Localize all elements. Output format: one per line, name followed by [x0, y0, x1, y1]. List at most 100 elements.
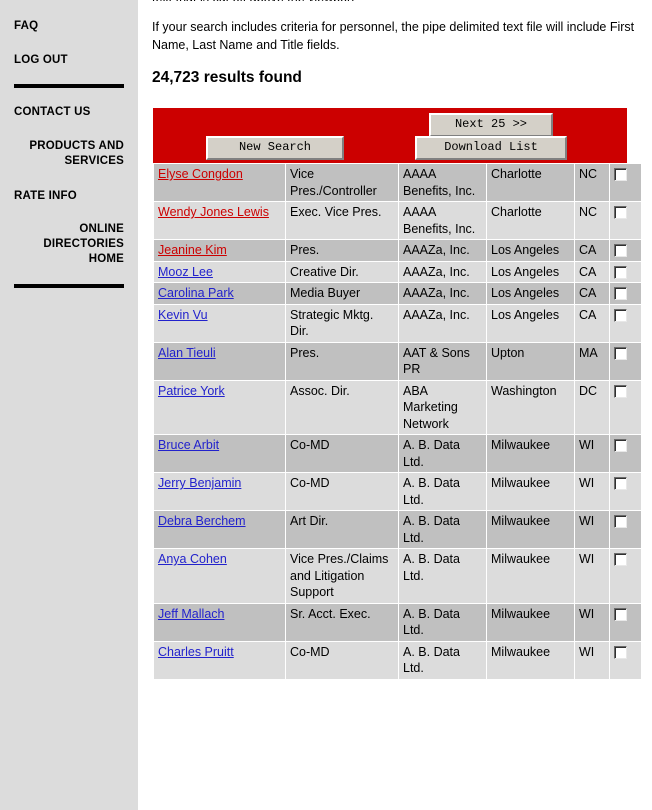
sidebar-item-log-out[interactable]: LOG OUT: [14, 54, 68, 67]
row-select-checkbox[interactable]: [614, 553, 627, 566]
cell-state: WI: [575, 641, 609, 679]
table-row: Charles Pruitt Co-MD A. B. Data Ltd. Milwau…: [154, 641, 641, 679]
row-select-checkbox[interactable]: [614, 206, 627, 219]
sidebar-item-online-directories-home[interactable]: ONLINE DIRECTORIES HOME: [43, 223, 124, 266]
cell-city: Charlotte: [487, 202, 574, 239]
cell-city: Milwaukee: [487, 549, 574, 603]
person-link[interactable]: Alan Tieuli: [158, 345, 216, 360]
row-select-checkbox[interactable]: [614, 607, 627, 621]
cell-city: Milwaukee: [487, 473, 574, 510]
cell-city: Los Angeles: [487, 240, 574, 261]
intro-text: If your search includes criteria for per…: [152, 20, 635, 52]
person-link[interactable]: Elyse Congdon: [158, 167, 243, 181]
sidebar-spacer-7: [0, 268, 138, 284]
cell-state: CA: [575, 261, 609, 282]
cell-company: AAAZa, Inc.: [399, 240, 486, 261]
person-link[interactable]: Mooz Lee: [158, 264, 213, 279]
cell-state: DC: [575, 380, 609, 434]
row-select-checkbox[interactable]: [614, 645, 627, 659]
results-table-body: Elyse Congdon Vice Pres./Controller AAAA B…: [154, 164, 641, 679]
person-link[interactable]: Patrice York: [158, 383, 225, 398]
row-select-checkbox[interactable]: [614, 308, 627, 322]
sidebar-spacer-2: [0, 68, 138, 84]
cell-title: Co-MD: [286, 435, 398, 472]
download-list-button[interactable]: Download List: [415, 136, 567, 160]
cell-name: Debra Berchem: [154, 511, 285, 548]
cell-select: [610, 261, 641, 282]
results-toolbar: Next 25 >> New Search Download List: [153, 108, 627, 163]
cell-state: WI: [575, 549, 609, 603]
cell-name: Anya Cohen: [154, 549, 285, 603]
row-select-checkbox[interactable]: [614, 244, 627, 257]
cell-company: AAT & Sons PR: [399, 342, 486, 380]
cell-select: [610, 380, 641, 434]
cell-title: Sr. Acct. Exec.: [286, 603, 398, 641]
cell-city: Milwaukee: [487, 641, 574, 679]
person-link[interactable]: Wendy Jones Lewis: [158, 205, 269, 219]
row-select-checkbox[interactable]: [614, 346, 627, 360]
sidebar-item-contact-us[interactable]: CONTACT US: [14, 106, 91, 119]
person-link[interactable]: Jerry Benjamin: [158, 476, 242, 490]
row-select-checkbox[interactable]: [614, 439, 627, 452]
cell-state: WI: [575, 603, 609, 641]
cell-title: Creative Dir.: [286, 261, 398, 282]
cell-select: [610, 202, 641, 239]
cell-city: Milwaukee: [487, 603, 574, 641]
person-link[interactable]: Kevin Vu: [158, 307, 208, 322]
cell-city: Los Angeles: [487, 283, 574, 304]
cell-company: AAAZa, Inc.: [399, 283, 486, 304]
cell-name: Patrice York: [154, 380, 285, 434]
new-search-button[interactable]: New Search: [206, 136, 344, 160]
person-link[interactable]: Debra Berchem: [158, 514, 246, 528]
cell-state: WI: [575, 511, 609, 548]
person-link[interactable]: Jeanine Kim: [158, 243, 227, 257]
cell-name: Jeanine Kim: [154, 240, 285, 261]
table-row: Jeff Mallach Sr. Acct. Exec. A. B. Data Lt…: [154, 603, 641, 641]
cell-city: Milwaukee: [487, 511, 574, 548]
row-select-checkbox[interactable]: [614, 384, 627, 398]
cell-city: Los Angeles: [487, 304, 574, 342]
cell-title: Strategic Mktg. Dir.: [286, 304, 398, 342]
person-link[interactable]: Jeff Mallach: [158, 606, 225, 621]
cell-name: Carolina Park: [154, 283, 285, 304]
table-row: Alan Tieuli Pres. AAT & Sons PR Upton MA: [154, 342, 641, 380]
cell-name: Elyse Congdon: [154, 164, 285, 201]
person-link[interactable]: Anya Cohen: [158, 552, 227, 566]
cell-name: Bruce Arbit: [154, 435, 285, 472]
row-select-checkbox[interactable]: [614, 168, 627, 181]
sidebar-item-rate-info[interactable]: RATE INFO: [14, 189, 77, 202]
person-link[interactable]: Charles Pruitt: [158, 644, 234, 659]
person-link[interactable]: Carolina Park: [158, 286, 234, 300]
table-row: Elyse Congdon Vice Pres./Controller AAAA B…: [154, 164, 641, 201]
sidebar-spacer-5: [0, 169, 138, 189]
cell-city: Los Angeles: [487, 261, 574, 282]
cell-company: AAAA Benefits, Inc.: [399, 164, 486, 201]
cell-select: [610, 164, 641, 201]
cell-state: NC: [575, 202, 609, 239]
clipped-top-text: text that is cut off above the viewport: [152, 0, 632, 1]
cell-company: AAAA Benefits, Inc.: [399, 202, 486, 239]
row-select-checkbox[interactable]: [614, 265, 627, 279]
cell-name: Charles Pruitt: [154, 641, 285, 679]
cell-name: Alan Tieuli: [154, 342, 285, 380]
table-row: Jerry Benjamin Co-MD A. B. Data Ltd. Milwau…: [154, 473, 641, 510]
next-25-button[interactable]: Next 25 >>: [429, 113, 553, 137]
cell-select: [610, 549, 641, 603]
table-row: Mooz Lee Creative Dir. AAAZa, Inc. Los Ange…: [154, 261, 641, 282]
cell-city: Charlotte: [487, 164, 574, 201]
cell-select: [610, 304, 641, 342]
sidebar-divider-bottom: [14, 283, 124, 288]
cell-company: A. B. Data Ltd.: [399, 511, 486, 548]
row-select-checkbox[interactable]: [614, 287, 627, 300]
sidebar-spacer-1: [0, 34, 138, 53]
cell-company: ABA Marketing Network: [399, 380, 486, 434]
cell-name: Wendy Jones Lewis: [154, 202, 285, 239]
row-select-checkbox[interactable]: [614, 515, 627, 528]
row-select-checkbox[interactable]: [614, 477, 627, 490]
cell-company: A. B. Data Ltd.: [399, 603, 486, 641]
cell-title: Co-MD: [286, 641, 398, 679]
sidebar-item-products-and-services[interactable]: PRODUCTS AND SERVICES: [29, 139, 124, 167]
person-link[interactable]: Bruce Arbit: [158, 438, 220, 452]
cell-city: Milwaukee: [487, 435, 574, 472]
sidebar-item-faq[interactable]: FAQ: [14, 20, 39, 32]
